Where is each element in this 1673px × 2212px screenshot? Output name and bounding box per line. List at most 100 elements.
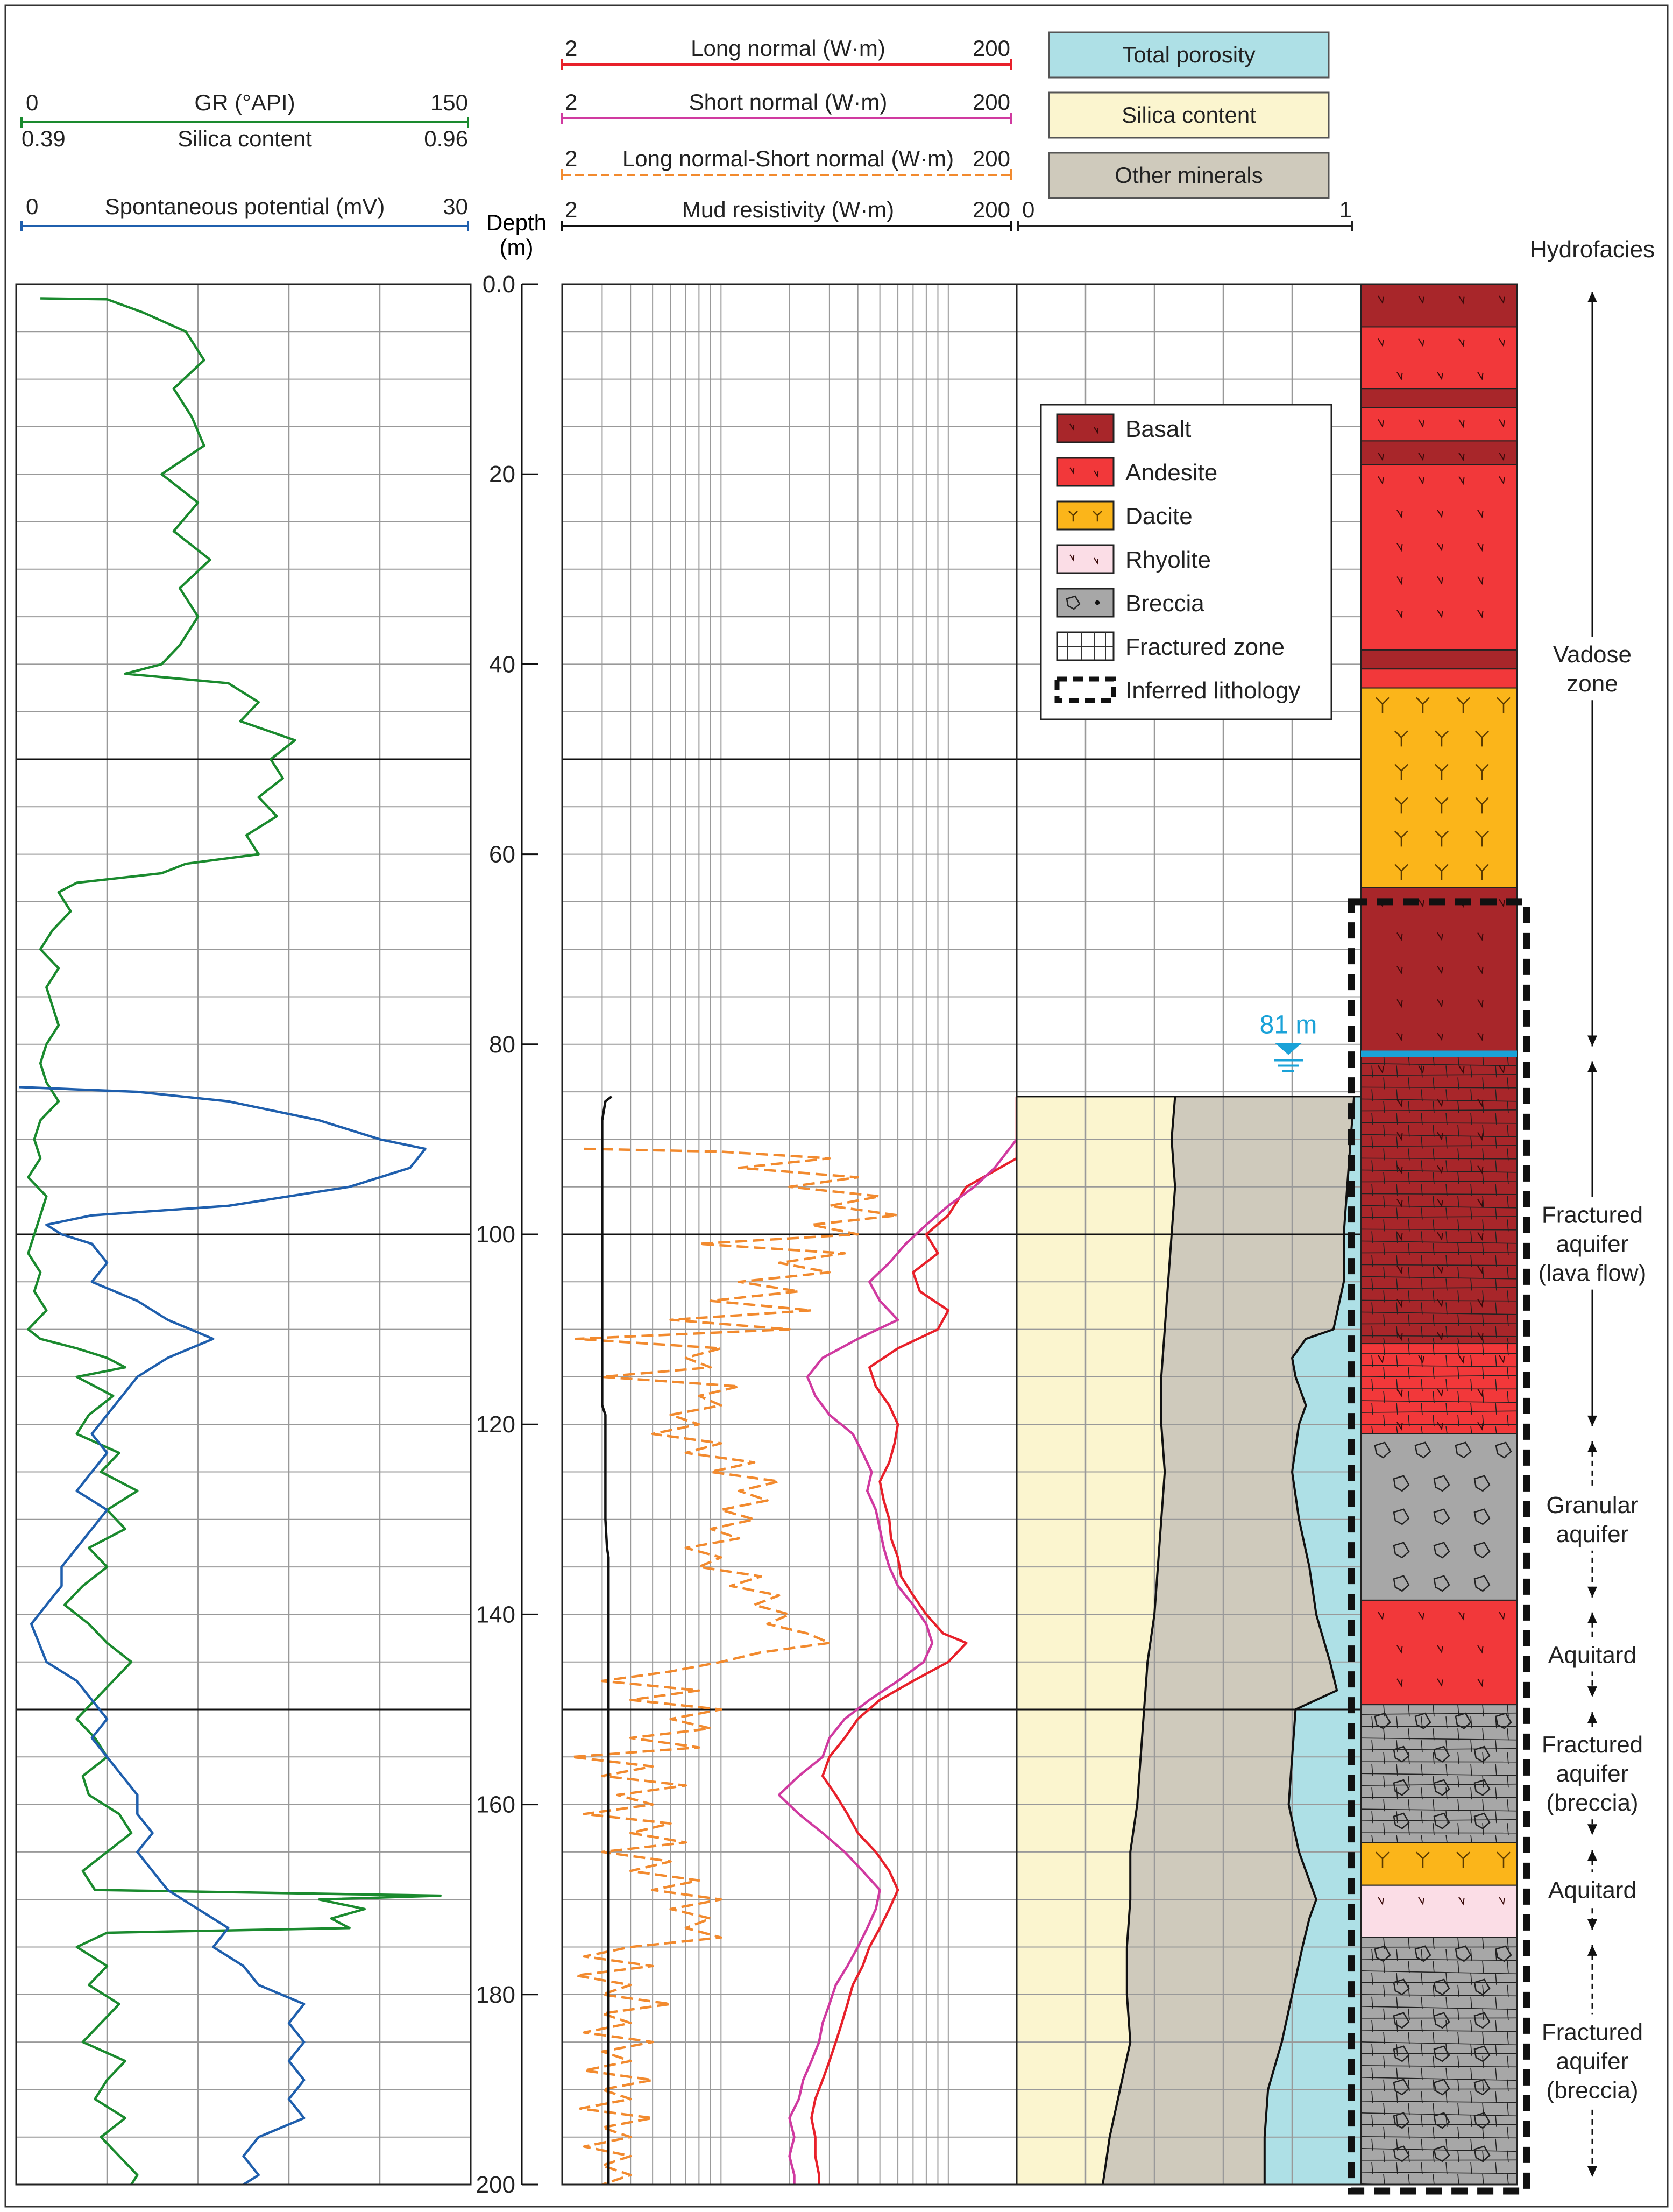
lith-fracture-tick: [1445, 1949, 1448, 1961]
lithology-legend-swatch: [1056, 588, 1115, 618]
lith-fracture-tick: [1383, 1823, 1385, 1835]
lith-fracture-tick: [1470, 1302, 1472, 1315]
lith-clast: [1433, 2145, 1450, 2162]
lith-clast: [1433, 1978, 1450, 1996]
lith-v-mark: [1477, 510, 1484, 519]
lith-fracture-line: [1361, 2101, 1517, 2103]
track2-scale-max: 200: [973, 36, 1010, 61]
lith-clast: [1393, 1745, 1410, 1763]
lith-fracture-tick: [1482, 2126, 1484, 2139]
lith-y-mark: [1456, 1851, 1470, 1868]
lith-fracture-tick: [1433, 2055, 1435, 2068]
lith-clast: [1495, 1441, 1512, 1459]
lith-clast: [1473, 2012, 1491, 2029]
lith-fracture-tick: [1495, 1379, 1497, 1391]
lith-v-mark: [1378, 1612, 1384, 1621]
lith-clast: [1473, 2112, 1491, 2129]
lith-v-mark: [1437, 965, 1443, 975]
lith-fracture-tick: [1383, 2032, 1385, 2044]
lith-v-mark: [1477, 1032, 1484, 1042]
lith-clast: [1473, 1542, 1491, 1559]
lith-fracture-tick: [1396, 1065, 1398, 1078]
lith-clast: [1393, 2045, 1410, 2062]
lith-fracture-tick: [1396, 2020, 1398, 2032]
lith-fracture-tick: [1383, 1243, 1385, 1255]
lith-v-mark: [1396, 576, 1403, 585]
lith-fracture-tick: [1445, 1136, 1448, 1149]
depth-tick-label: 100: [476, 1221, 515, 1248]
lith-fracture-tick: [1495, 1426, 1497, 1434]
lith-fracture-tick: [1470, 1184, 1472, 1196]
lith-fracture-line: [1361, 1726, 1517, 1727]
lith-fracture-tick: [1507, 1367, 1509, 1380]
lith-clast-dot: [1095, 600, 1100, 605]
lith-fracture-tick: [1371, 1065, 1373, 1078]
lith-fracture-tick: [1396, 1716, 1398, 1729]
lith-v-mark: [1396, 1232, 1403, 1241]
lith-fracture-tick: [1470, 1160, 1472, 1172]
lith-fracture-tick: [1507, 1799, 1509, 1812]
lith-fracture-tick: [1396, 1302, 1398, 1315]
lith-bed-fill: [1361, 464, 1517, 651]
lith-fracture-tick: [1371, 2091, 1373, 2103]
lith-fracture-tick: [1470, 1326, 1472, 1338]
lith-y-mark: [1435, 730, 1449, 747]
lith-fracture-tick: [1371, 1764, 1373, 1776]
lithology-legend-swatch: [1056, 544, 1115, 574]
lith-bed-basalt: [1361, 284, 1517, 328]
lith-fracture-line: [1361, 2148, 1517, 2152]
lith-fracture-tick: [1396, 1231, 1398, 1243]
lith-v-mark: [1418, 1065, 1424, 1075]
lith-clast: [1393, 2012, 1410, 2029]
lith-fracture-tick: [1421, 1949, 1423, 1961]
lith-fracture-tick: [1383, 1219, 1385, 1232]
silica-boundary-line: [1102, 1096, 1176, 2185]
lith-bed-basalt: [1361, 649, 1517, 670]
lith-fracture-tick: [1457, 2126, 1459, 2139]
lith-fracture-tick: [1457, 1367, 1459, 1380]
lith-v-mark: [1396, 510, 1403, 519]
lith-v-mark: [1418, 1612, 1424, 1621]
lith-fracture-tick: [1421, 2044, 1423, 2056]
lith-fracture-tick: [1433, 1267, 1435, 1279]
lith-bed-fill: [1361, 388, 1517, 408]
lith-clast: [1393, 1475, 1410, 1492]
lith-v-mark: [1437, 1388, 1443, 1397]
lith-fracture-tick: [1408, 2008, 1410, 2020]
hydrofacies-arrow-up: [1587, 292, 1597, 302]
lith-fracture-tick: [1408, 1391, 1410, 1403]
lith-bed-rhyolite: [1361, 1884, 1517, 1938]
lith-fracture-tick: [1482, 1728, 1484, 1741]
lith-v-mark: [1094, 470, 1099, 478]
lith-v-mark: [1437, 543, 1443, 552]
lith-clast: [1414, 1945, 1431, 1962]
lith-v-mark: [1069, 554, 1075, 562]
lithology-legend-item: Breccia: [1056, 588, 1204, 618]
lith-v-mark: [1418, 476, 1424, 485]
gr-header-label: GR (°API): [194, 90, 295, 115]
lith-clast: [1393, 1978, 1410, 1996]
lith-fracture-tick: [1421, 2115, 1423, 2127]
lith-fracture-tick: [1470, 1764, 1472, 1776]
lith-fracture-tick: [1507, 1243, 1509, 1255]
lith-fracture-tick: [1371, 2115, 1373, 2127]
hydrofacies-label: Fractured: [1542, 2019, 1643, 2045]
track2-header-label: Long normal (W·m): [691, 36, 885, 61]
lith-v-mark: [1396, 1678, 1403, 1687]
lith-fracture-tick: [1408, 2055, 1410, 2068]
lith-fracture-tick: [1433, 2126, 1435, 2139]
lith-bed-andesite: [1361, 668, 1517, 689]
lith-fracture-tick: [1383, 1937, 1385, 1949]
lith-v-mark: [1396, 1422, 1403, 1431]
lith-fracture-tick: [1408, 2103, 1410, 2115]
lith-bed-fill: [1361, 1842, 1517, 1886]
lith-clast: [1433, 2079, 1450, 2096]
lith-fracture-tick: [1421, 1716, 1423, 1729]
lith-fracture-tick: [1482, 1148, 1484, 1161]
lith-fracture-tick: [1396, 1835, 1398, 1843]
lith-fracture-tick: [1421, 1403, 1423, 1415]
lith-fracture-tick: [1408, 1344, 1410, 1356]
track2-scale-max: 200: [973, 146, 1010, 171]
